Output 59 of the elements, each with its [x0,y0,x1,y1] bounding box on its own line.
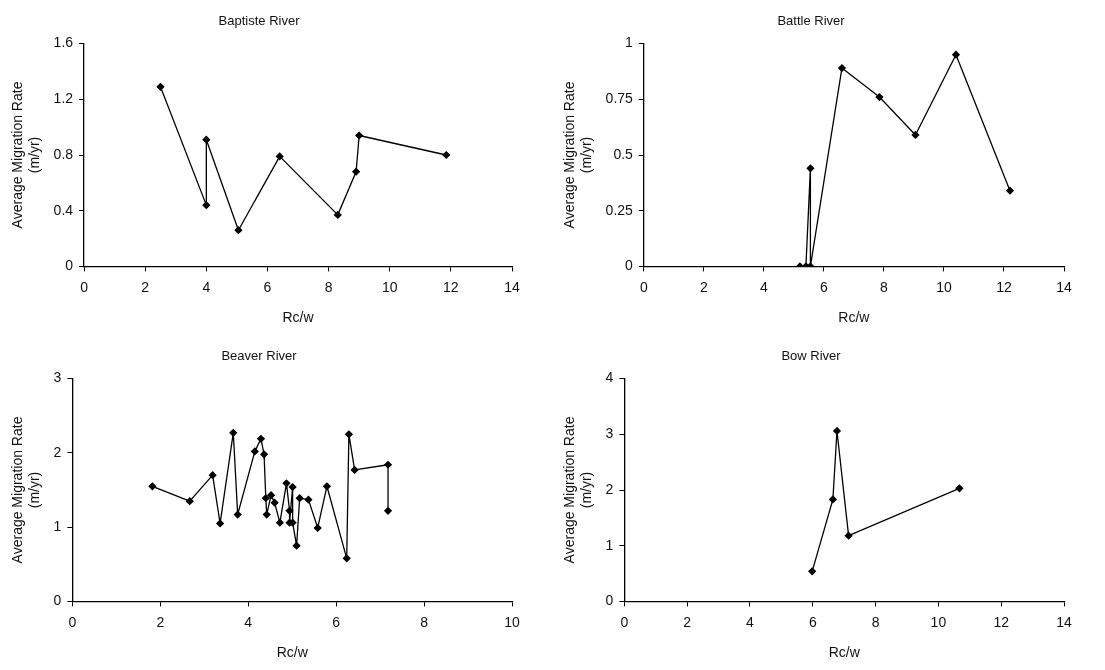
x-tick-label: 4 [759,278,768,295]
x-tick-label: 12 [443,278,459,295]
y-tick-label: 1.6 [53,34,74,51]
x-tick-label: 6 [332,613,341,630]
y-tick-label: 0 [65,257,74,274]
y-tick-label: 1.2 [53,90,74,107]
x-tick-label: 12 [996,278,1012,295]
y-axis-title: Average Migration Rate (m/yr) [9,81,43,229]
x-tick-label: 2 [141,278,150,295]
x-tick-label: 10 [936,278,952,295]
x-tick-label: 14 [1056,613,1072,630]
y-tick-label: 0.5 [613,145,634,162]
x-tick-label: 10 [504,613,520,630]
y-tick-label: 1 [625,34,634,51]
x-tick-label: 4 [244,613,253,630]
x-tick-label: 14 [504,278,520,295]
y-tick-label: 0.4 [53,201,74,218]
x-tick-label: 10 [381,278,398,295]
y-tick-label: 1 [605,536,614,553]
y-tick-label: 0 [625,257,634,274]
y-tick-label: 2 [605,480,614,497]
x-tick-label: 2 [683,613,692,630]
x-tick-label: 2 [699,278,708,295]
x-tick-label: 8 [324,278,333,295]
x-tick-label: 6 [808,613,817,630]
y-axis-title: Average Migration Rate (m/yr) [9,416,43,564]
x-tick-label: 0 [80,278,89,295]
y-tick-label: 0.8 [53,145,74,162]
y-tick-label: 0 [605,592,614,609]
y-tick-label: 2 [53,443,62,460]
x-tick-label: 14 [1056,278,1072,295]
x-axis-title: Rc/w [838,309,871,326]
y-tick-label: 1 [53,517,62,534]
x-tick-label: 6 [820,278,829,295]
x-axis-title: Rc/w [282,309,315,326]
x-tick-label: 4 [202,278,211,295]
y-axis-title: Average Migration Rate (m/yr) [561,416,595,564]
y-tick-label: 4 [605,369,614,386]
y-tick-label: 0.25 [605,201,634,218]
chart-title: Bow River [781,348,842,364]
x-tick-label: 4 [746,613,755,630]
x-tick-label: 12 [993,613,1010,630]
x-tick-label: 10 [930,613,947,630]
y-tick-label: 3 [53,369,62,386]
x-tick-label: 6 [263,278,272,295]
x-tick-label: 8 [871,613,880,630]
x-tick-label: 8 [880,278,889,295]
y-axis-title: Average Migration Rate (m/yr) [561,81,595,229]
x-tick-label: 8 [420,613,429,630]
chart-title: Baptiste River [218,13,301,29]
chart-title: Battle River [777,13,846,29]
chart-title: Beaver River [221,348,298,364]
x-axis-title: Rc/w [276,644,309,661]
x-tick-label: 2 [156,613,165,630]
y-tick-label: 3 [605,425,614,442]
y-tick-label: 0.75 [605,90,634,107]
y-tick-label: 0 [53,592,62,609]
x-tick-label: 0 [639,278,648,295]
x-axis-title: Rc/w [828,644,861,661]
